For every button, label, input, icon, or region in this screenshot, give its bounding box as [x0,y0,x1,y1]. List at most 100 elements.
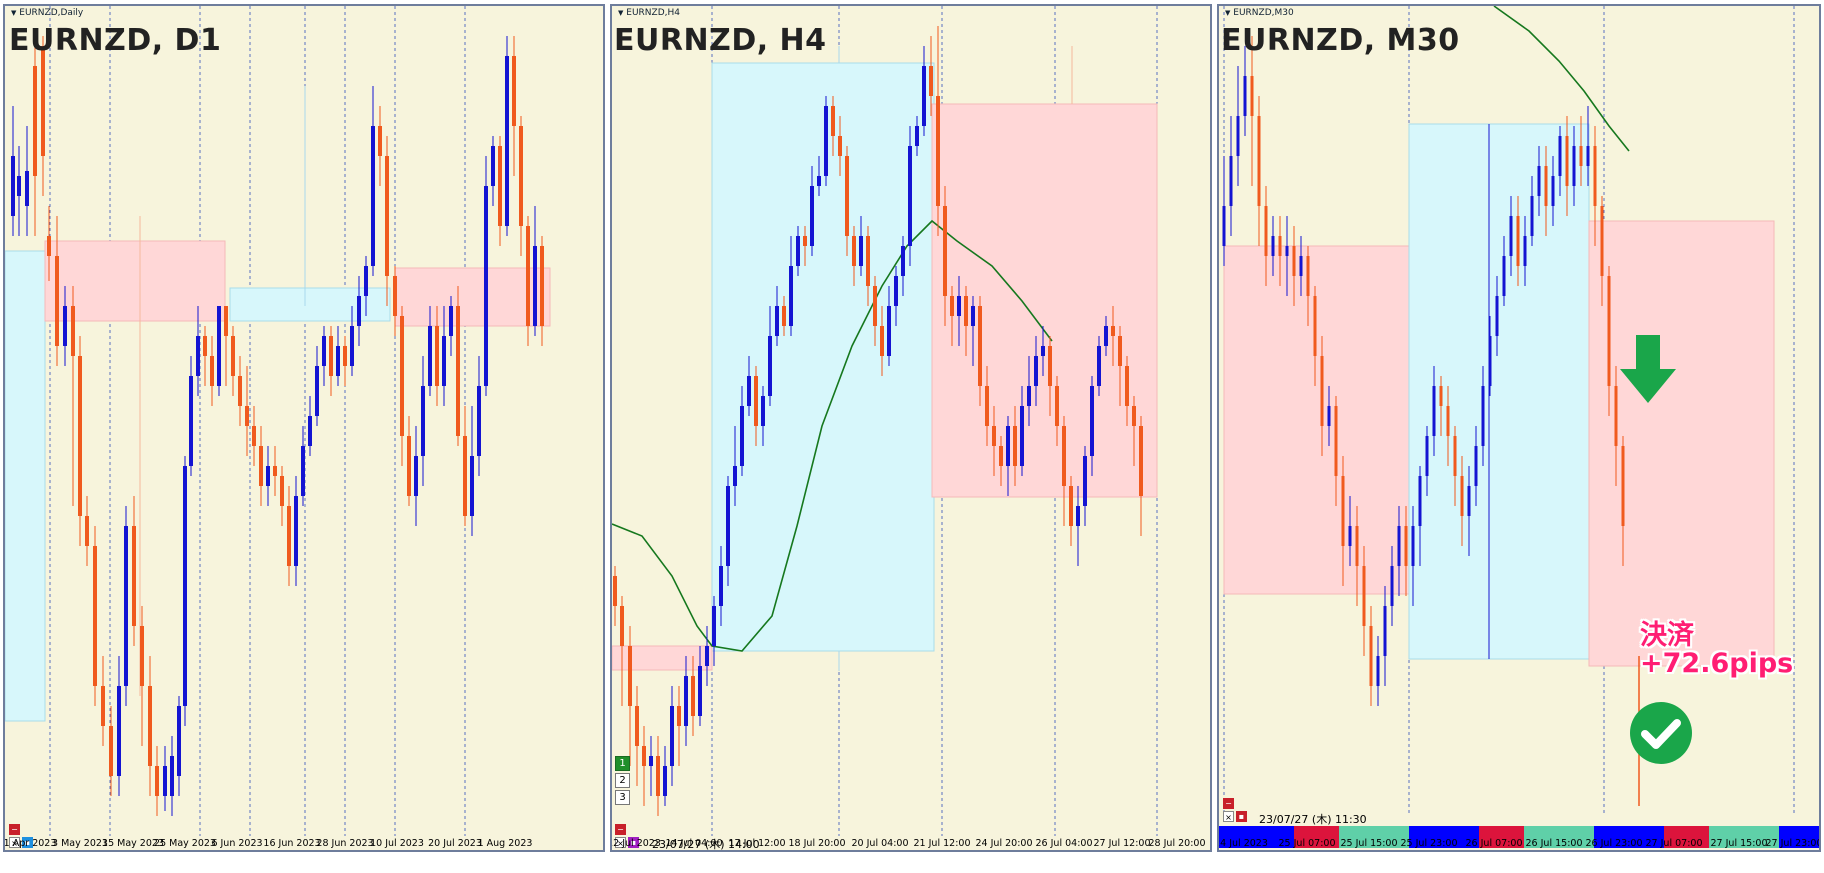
chart-panel-d1[interactable]: ▼ EURNZD,Daily EURNZD, D1 − × ▪ 21 Apr 2… [3,4,605,852]
candle-body [132,526,136,626]
h4-chart-canvas[interactable] [612,6,1212,852]
x-tick-label: 12 Jul 2023 [610,838,661,849]
minimize-icon[interactable]: − [9,824,20,835]
candle-body [1264,206,1268,256]
candle-body [231,336,235,376]
candle-body [1523,236,1527,266]
candle-body [971,306,975,326]
candle-body [1006,426,1010,466]
candle-body [456,306,460,436]
chart-title: EURNZD, H4 [614,23,827,58]
candle-body [177,706,181,776]
x-tick-label: 6 Jun 2023 [211,838,263,849]
candle-body [245,406,249,426]
candle-body [329,336,333,376]
trend-strip-segment [1409,826,1479,848]
candle-body [1390,566,1394,606]
trend-strip-segment [1594,826,1664,848]
candle-body [350,326,354,366]
indicator-icon[interactable]: ▪ [628,837,639,848]
candle-body [1306,256,1310,296]
demand-zone [229,287,391,322]
x-tick-label: 18 Jul 20:00 [788,838,846,849]
candle-body [109,726,113,776]
candle-body [613,576,617,606]
minimize-icon[interactable]: − [1223,798,1234,809]
template-button-2[interactable]: 2 [615,773,630,788]
candle-body [148,686,152,766]
candle-body [887,306,891,356]
template-button-1[interactable]: 1 [615,756,630,771]
candle-body [155,766,159,796]
indicator-icon[interactable]: ▪ [1236,811,1247,822]
candle-body [203,336,207,356]
crosshair-timestamp: 23/07/27 (木) 11:30 [1259,813,1367,826]
x-tick-label: 26 Jul 07:00 [1465,838,1523,849]
candle-body [1327,406,1331,426]
candle-body [540,246,544,326]
crosshair-timestamp: 23/07/27 (木) 14:00 [652,838,760,851]
candle-body [866,236,870,286]
candle-body [1439,386,1443,406]
indicator-icon[interactable]: ▪ [22,837,33,848]
candle-body [1425,436,1429,476]
candle-body [950,296,954,316]
candle-body [71,306,75,356]
candle-body [873,286,877,326]
demand-zone [5,250,46,722]
moving-average-line [1493,6,1630,152]
candle-body [789,266,793,326]
trend-strip-segment [1294,826,1339,848]
x-tick-label: 1 Aug 2023 [477,838,533,849]
candle-body [670,706,674,766]
close-icon[interactable]: × [1223,811,1234,822]
candle-body [1446,406,1450,436]
candle-body [1544,166,1548,206]
candle-body [943,206,947,296]
chart-title: EURNZD, M30 [1221,23,1460,58]
candle-body [1139,426,1143,496]
x-tick-label: 21 Apr 2023 [3,838,57,849]
candle-body [217,306,221,386]
candle-body [712,606,716,646]
candle-body [782,306,786,326]
candle-body [1383,606,1387,656]
candle-body [78,356,82,516]
trend-strip-segment [1219,826,1294,848]
x-tick-label: 25 Jul 07:00 [1278,838,1336,849]
close-icon[interactable]: × [9,837,20,848]
candle-body [101,686,105,726]
candle-body [1607,276,1611,386]
candle-body [308,416,312,446]
candle-body [620,606,624,646]
candle-body [642,746,646,766]
template-button-3[interactable]: 3 [615,790,630,805]
supply-zone [394,267,551,327]
minimize-icon[interactable]: − [615,824,626,835]
moving-average-line [612,219,1053,652]
candle-body [1285,246,1289,256]
candle-body [691,676,695,716]
chart-panel-h4[interactable]: ▼ EURNZD,H4 EURNZD, H4 1 2 3 − × ▪ 23/07… [610,4,1212,852]
candle-body [1530,196,1534,236]
x-tick-label: 25 May 2023 [154,838,216,849]
trend-strip-segment [1524,826,1594,848]
candle-body [1614,386,1618,446]
close-icon[interactable]: × [615,837,626,848]
candle-body [259,446,263,486]
candle-body [449,306,453,336]
chart-panel-m30[interactable]: ▼ EURNZD,M30 EURNZD, M30 − × ▪ 23/07/27 … [1217,4,1821,852]
candle-body [656,756,660,796]
candle-body [894,276,898,306]
candle-body [1027,386,1031,406]
candle-body [224,306,228,336]
candle-body [663,766,667,796]
candle-body [1076,506,1080,526]
candle-body [1474,446,1478,486]
candle-body [957,296,961,316]
candle-body [140,626,144,686]
candle-body [1055,386,1059,426]
d1-chart-canvas[interactable] [5,6,605,852]
candle-body [1292,246,1296,276]
m30-chart-canvas[interactable] [1219,6,1821,852]
